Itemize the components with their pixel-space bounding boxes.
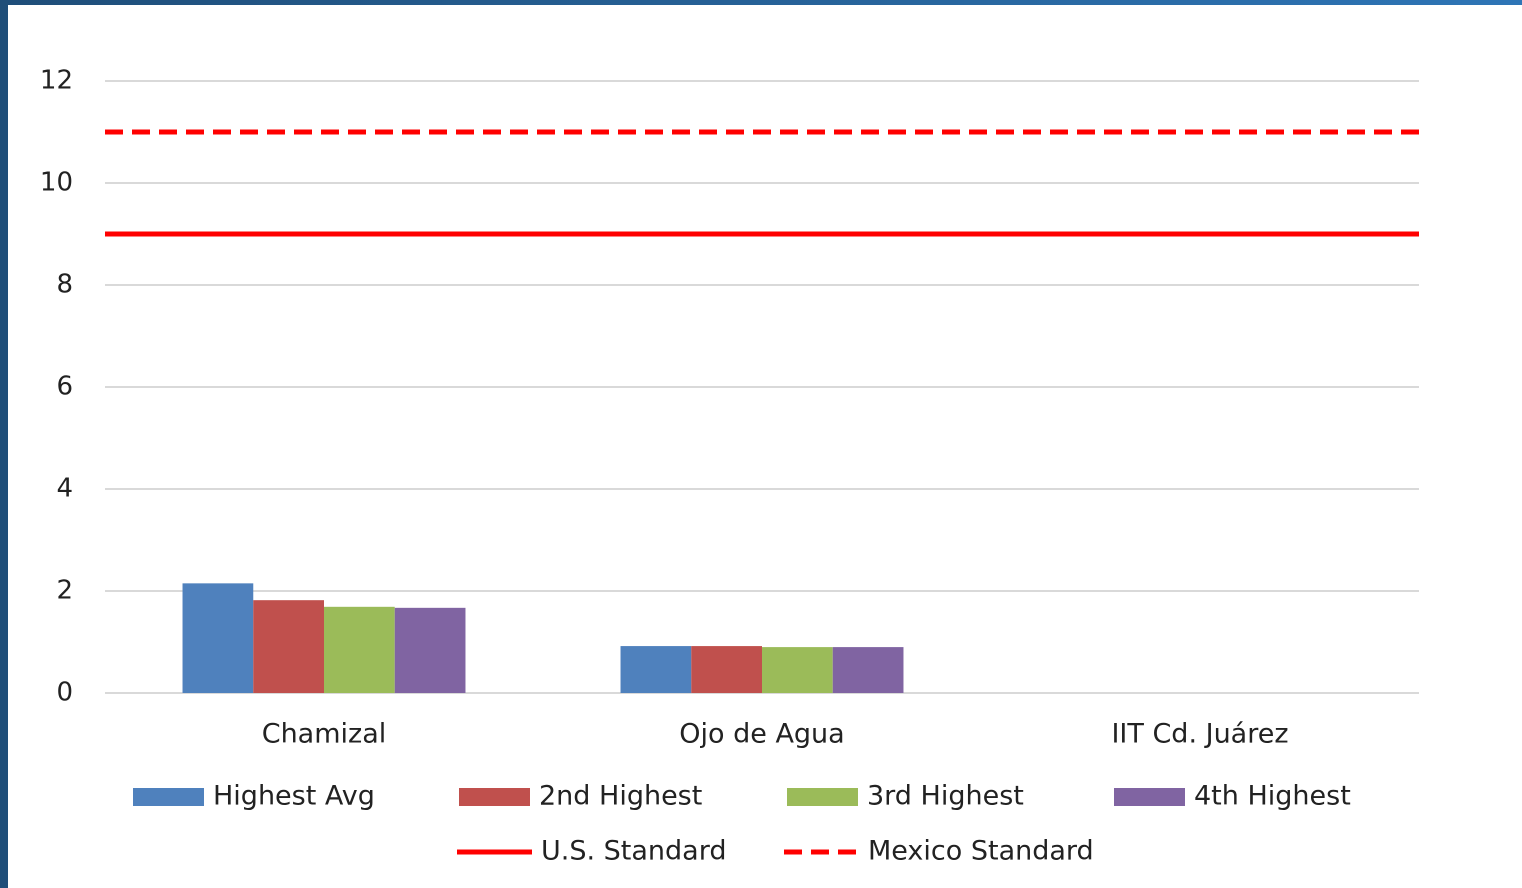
bar [253,600,324,693]
bar [691,646,762,693]
legend-label: 2nd Highest [539,781,702,812]
y-tick-label: 12 [40,66,73,96]
chart-background [8,5,1522,888]
bar [832,647,904,693]
legend-label: Highest Avg [213,781,375,812]
legend-label: 4th Highest [1194,781,1351,812]
x-tick-label: Chamizal [262,719,387,750]
x-tick-label: IIT Cd. Juárez [1111,719,1288,750]
legend-label: 3rd Highest [867,781,1024,812]
y-tick-label: 2 [56,576,73,606]
legend-swatch [1114,788,1185,806]
bar [620,646,692,693]
bar [182,583,254,693]
legend-swatch [459,788,530,806]
y-tick-label: 6 [56,372,73,402]
legend-label: U.S. Standard [541,836,726,867]
x-tick-label: Ojo de Agua [679,719,844,750]
bar [324,606,395,693]
bar [762,647,833,693]
legend-swatch [133,788,204,806]
legend-label: Mexico Standard [868,836,1094,867]
bar [394,607,466,693]
y-tick-label: 10 [40,168,73,198]
y-tick-label: 0 [56,678,73,708]
y-tick-label: 4 [56,474,73,504]
legend-swatch [787,788,858,806]
y-tick-label: 8 [56,270,73,300]
